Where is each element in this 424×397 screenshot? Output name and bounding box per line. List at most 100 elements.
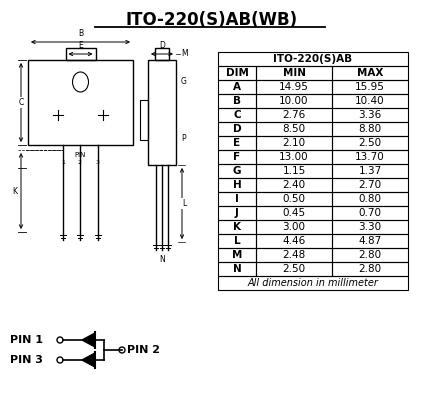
Bar: [256, 150, 332, 164]
Text: 0.50: 0.50: [282, 194, 306, 204]
Text: P: P: [181, 134, 186, 143]
Text: 2.50: 2.50: [358, 138, 382, 148]
Bar: [332, 66, 408, 80]
Bar: [332, 80, 408, 94]
Bar: [256, 108, 332, 122]
Text: C: C: [18, 98, 24, 107]
Bar: [218, 178, 256, 192]
Bar: [256, 262, 332, 276]
Text: 3.36: 3.36: [358, 110, 382, 120]
Bar: [332, 206, 408, 220]
Bar: [332, 108, 408, 122]
Text: DIM: DIM: [226, 68, 248, 78]
Text: ITO-220(S)AB(WB): ITO-220(S)AB(WB): [126, 11, 298, 29]
Bar: [256, 94, 332, 108]
Bar: [332, 262, 408, 276]
Bar: [332, 178, 408, 192]
Bar: [256, 220, 332, 234]
Text: F: F: [234, 152, 240, 162]
Text: I: I: [235, 194, 239, 204]
Bar: [218, 136, 256, 150]
Bar: [256, 80, 332, 94]
Text: L: L: [234, 236, 240, 246]
Text: 1: 1: [61, 160, 65, 164]
Text: MIN: MIN: [282, 68, 306, 78]
Text: 15.95: 15.95: [355, 82, 385, 92]
Text: 1.15: 1.15: [282, 166, 306, 176]
Text: 4.87: 4.87: [358, 236, 382, 246]
Bar: [332, 192, 408, 206]
Text: N: N: [159, 255, 165, 264]
Text: 2.50: 2.50: [282, 264, 306, 274]
Text: N: N: [233, 264, 241, 274]
Bar: [256, 206, 332, 220]
Text: All dimension in millimeter: All dimension in millimeter: [248, 278, 379, 288]
Text: G: G: [233, 166, 241, 176]
Text: 3.00: 3.00: [282, 222, 306, 232]
Bar: [155, 48, 169, 60]
Bar: [218, 220, 256, 234]
Text: MAX: MAX: [357, 68, 383, 78]
Bar: [332, 122, 408, 136]
Text: L: L: [182, 199, 186, 208]
Text: 0.45: 0.45: [282, 208, 306, 218]
Text: 2.80: 2.80: [358, 264, 382, 274]
Text: 3.30: 3.30: [358, 222, 382, 232]
Text: 10.40: 10.40: [355, 96, 385, 106]
Text: E: E: [234, 138, 240, 148]
Text: 1.37: 1.37: [358, 166, 382, 176]
Text: 2.40: 2.40: [282, 180, 306, 190]
Bar: [256, 248, 332, 262]
Text: 2.70: 2.70: [358, 180, 382, 190]
Text: 0.80: 0.80: [359, 194, 382, 204]
Text: A: A: [233, 82, 241, 92]
Bar: [256, 234, 332, 248]
Text: M: M: [232, 250, 242, 260]
Text: B: B: [78, 29, 83, 38]
Text: PIN: PIN: [74, 152, 86, 158]
Text: 0.70: 0.70: [359, 208, 382, 218]
Bar: [140, 100, 148, 140]
Bar: [218, 248, 256, 262]
Text: 14.95: 14.95: [279, 82, 309, 92]
Bar: [256, 122, 332, 136]
Bar: [218, 164, 256, 178]
Text: E: E: [78, 41, 83, 50]
Text: 8.80: 8.80: [358, 124, 382, 134]
Text: H: H: [233, 180, 241, 190]
Bar: [332, 136, 408, 150]
Text: 2.80: 2.80: [358, 250, 382, 260]
Bar: [28, 60, 133, 145]
Text: G: G: [181, 77, 187, 85]
Text: PIN 1: PIN 1: [10, 335, 43, 345]
Bar: [256, 164, 332, 178]
Bar: [256, 136, 332, 150]
Bar: [218, 66, 256, 80]
Text: C: C: [233, 110, 241, 120]
Text: J: J: [235, 208, 239, 218]
Bar: [218, 276, 408, 290]
Bar: [256, 66, 332, 80]
Bar: [218, 262, 256, 276]
Text: 4.46: 4.46: [282, 236, 306, 246]
Text: 2.10: 2.10: [282, 138, 306, 148]
Bar: [148, 60, 176, 165]
Text: 2: 2: [78, 160, 82, 164]
Bar: [218, 94, 256, 108]
Text: 2.48: 2.48: [282, 250, 306, 260]
Bar: [332, 234, 408, 248]
Text: 2.76: 2.76: [282, 110, 306, 120]
Bar: [332, 248, 408, 262]
Text: 3: 3: [96, 160, 100, 164]
Bar: [332, 220, 408, 234]
Bar: [256, 178, 332, 192]
Bar: [332, 164, 408, 178]
Text: 8.50: 8.50: [282, 124, 306, 134]
Bar: [256, 192, 332, 206]
Text: ITO-220(S)AB: ITO-220(S)AB: [273, 54, 353, 64]
Text: M: M: [181, 50, 188, 58]
Bar: [218, 122, 256, 136]
Bar: [218, 150, 256, 164]
Text: PIN 2: PIN 2: [127, 345, 160, 355]
Text: K: K: [12, 187, 17, 195]
